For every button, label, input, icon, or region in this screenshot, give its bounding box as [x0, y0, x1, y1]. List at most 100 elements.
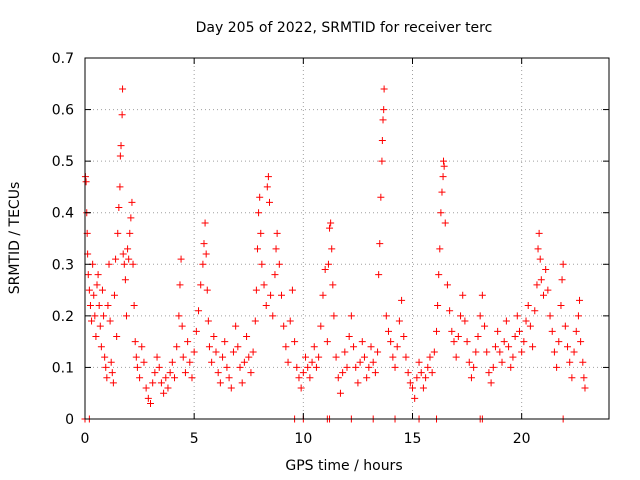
- data-point: [498, 358, 506, 366]
- data-point: [436, 245, 444, 253]
- data-point: [559, 260, 567, 268]
- data-point: [415, 358, 423, 366]
- data-point: [440, 157, 448, 165]
- data-point: [201, 219, 209, 227]
- data-point: [255, 209, 263, 217]
- data-point: [227, 384, 235, 392]
- data-point: [168, 358, 176, 366]
- y-tick-label: 0.3: [52, 257, 74, 273]
- data-point: [176, 281, 184, 289]
- data-point: [350, 343, 358, 351]
- data-point: [474, 332, 482, 340]
- data-point: [113, 332, 121, 340]
- data-point: [258, 260, 266, 268]
- data-point: [374, 348, 382, 356]
- data-point: [529, 343, 537, 351]
- data-point: [317, 322, 325, 330]
- data-point: [238, 379, 246, 387]
- data-point: [234, 343, 242, 351]
- data-point: [489, 363, 497, 371]
- data-point: [101, 353, 109, 361]
- data-point: [463, 338, 471, 346]
- data-point: [380, 106, 388, 114]
- data-point: [395, 317, 403, 325]
- data-point: [271, 271, 279, 279]
- data-point: [417, 369, 425, 377]
- x-axis-label: GPS time / hours: [285, 458, 402, 474]
- data-point: [389, 353, 397, 361]
- data-point: [95, 302, 103, 310]
- data-point: [422, 374, 430, 382]
- data-point: [116, 183, 124, 191]
- y-tick-label: 0.1: [52, 360, 74, 376]
- data-point: [195, 307, 203, 315]
- data-point: [256, 193, 264, 201]
- data-point: [297, 384, 305, 392]
- data-point: [96, 322, 104, 330]
- data-point: [88, 317, 96, 325]
- data-point: [243, 332, 251, 340]
- data-point: [221, 338, 229, 346]
- data-point: [200, 240, 208, 248]
- data-point: [382, 312, 390, 320]
- data-point: [574, 312, 582, 320]
- y-tick-label: 0: [65, 412, 74, 428]
- data-point: [103, 374, 111, 382]
- data-point: [110, 291, 118, 299]
- data-point: [304, 363, 312, 371]
- data-point: [384, 327, 392, 335]
- data-point: [319, 291, 327, 299]
- data-point: [581, 384, 589, 392]
- data-point: [461, 317, 469, 325]
- data-point: [500, 338, 508, 346]
- data-point: [398, 296, 406, 304]
- data-point: [203, 286, 211, 294]
- data-point: [216, 379, 224, 387]
- y-tick-label: 0.2: [52, 309, 74, 325]
- data-point: [511, 332, 519, 340]
- data-point: [376, 240, 384, 248]
- data-point: [553, 363, 561, 371]
- x-tick-label: 0: [81, 431, 90, 447]
- data-point: [391, 363, 399, 371]
- y-axis-label: SRMTID / TECUs: [7, 182, 23, 295]
- data-point: [470, 363, 478, 371]
- data-point: [505, 343, 513, 351]
- x-tick-label: 20: [513, 431, 531, 447]
- data-point: [225, 374, 233, 382]
- data-point: [446, 307, 454, 315]
- data-point: [132, 353, 140, 361]
- data-point: [219, 353, 227, 361]
- data-point: [550, 348, 558, 356]
- chart-title: Day 205 of 2022, SRMTID for receiver ter…: [196, 20, 493, 36]
- data-point: [264, 173, 272, 181]
- data-point: [404, 369, 412, 377]
- data-point: [155, 363, 163, 371]
- data-point: [336, 389, 344, 397]
- data-point: [375, 271, 383, 279]
- data-point: [128, 198, 136, 206]
- data-point: [278, 291, 285, 299]
- data-point: [166, 369, 174, 377]
- data-point: [288, 286, 296, 294]
- data-point: [537, 276, 545, 284]
- data-point: [124, 245, 132, 253]
- data-point: [430, 348, 438, 356]
- data-point: [265, 198, 273, 206]
- data-point: [327, 219, 335, 227]
- data-point: [133, 363, 141, 371]
- data-point: [367, 343, 375, 351]
- data-point: [535, 229, 543, 237]
- data-point: [127, 214, 135, 222]
- data-point: [119, 85, 127, 93]
- data-points: [81, 85, 589, 423]
- data-point: [347, 312, 355, 320]
- data-point: [157, 379, 165, 387]
- data-point: [507, 363, 515, 371]
- data-point: [115, 204, 123, 212]
- data-point: [192, 327, 200, 335]
- axis-ticks: [84, 57, 609, 420]
- data-point: [536, 255, 544, 263]
- data-point: [149, 379, 157, 387]
